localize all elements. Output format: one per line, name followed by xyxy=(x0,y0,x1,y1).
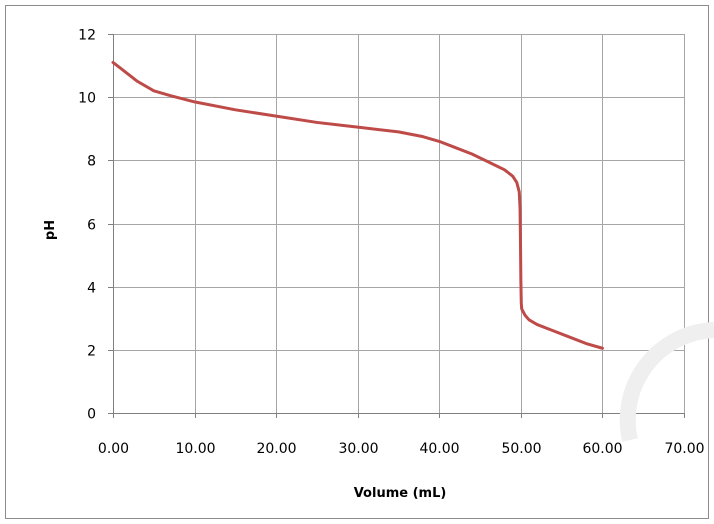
x-tick-label: 30.00 xyxy=(338,441,378,457)
x-tick-label: 0.00 xyxy=(98,441,129,457)
x-tick-label: 40.00 xyxy=(419,441,459,457)
decorative-arc xyxy=(619,322,714,442)
y-tick-label: 8 xyxy=(87,154,96,170)
y-axis-title: pH xyxy=(43,220,58,240)
x-tick-label: 20.00 xyxy=(256,441,296,457)
x-tick-label: 60.00 xyxy=(582,441,622,457)
y-tick-label: 0 xyxy=(87,407,96,423)
x-tick-label: 50.00 xyxy=(501,441,541,457)
titration-curve xyxy=(111,60,604,350)
y-tick-label: 12 xyxy=(78,28,96,44)
x-tick-label: 70.00 xyxy=(664,441,704,457)
y-tick-label: 2 xyxy=(87,344,96,360)
gridlines xyxy=(113,34,685,413)
chart-frame xyxy=(5,5,709,519)
y-tick-label: 6 xyxy=(87,218,96,234)
series-layer xyxy=(111,60,604,350)
tick-labels: 0.00 10.00 20.00 30.00 40.00 50.00 60.00 70.00 0… xyxy=(78,28,704,458)
y-tick-label: 4 xyxy=(87,281,96,297)
axes xyxy=(108,34,685,418)
y-tick-label: 10 xyxy=(78,91,96,107)
x-axis-title: Volume (mL) xyxy=(354,486,447,501)
x-tick-label: 10.00 xyxy=(175,441,215,457)
